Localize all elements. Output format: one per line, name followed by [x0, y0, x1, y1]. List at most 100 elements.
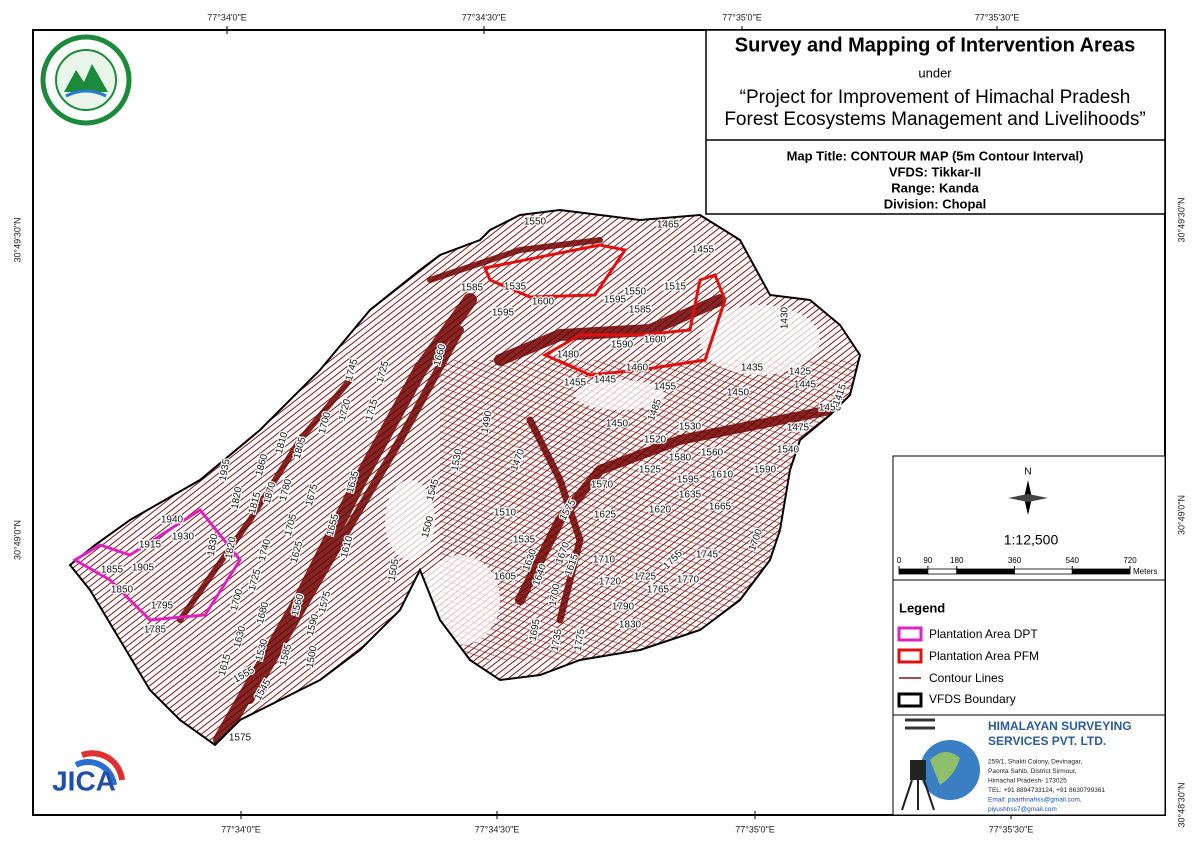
scale-tick-label: 720 — [1123, 556, 1137, 565]
contour-label: 1915 — [139, 540, 162, 551]
graticule-label: 77°34'30"E — [462, 12, 507, 22]
contour-label: 1625 — [594, 510, 617, 521]
graticule-label: 77°34'0"E — [207, 12, 247, 22]
contour-label: 1465 — [657, 220, 680, 231]
plantation-dpt — [72, 508, 242, 622]
contour-label: 1590 — [611, 340, 634, 351]
contour-label: 1530 — [679, 422, 702, 433]
contour-label: 1775 — [573, 628, 588, 652]
contour-label: 1455 — [819, 403, 842, 414]
contour-label: 1525 — [639, 465, 662, 476]
contour-label: 1850 — [111, 585, 134, 596]
company-name: HIMALAYAN SURVEYING — [988, 719, 1132, 733]
legend-item: Plantation Area DPT — [929, 627, 1038, 641]
contour-label: 1610 — [711, 470, 734, 481]
vfds: VFDS: Tikkar-II — [889, 164, 981, 179]
graticule-label: 30°49'0"N — [12, 520, 22, 560]
contour-label: 1480 — [557, 350, 580, 361]
contour-label: 1550 — [524, 217, 547, 228]
contour-label: 1635 — [679, 490, 702, 501]
graticule-label: 77°35'30"E — [975, 12, 1020, 22]
contour-label: 1590 — [754, 465, 777, 476]
address-line: Himachal Pradesh- 173025 — [988, 778, 1067, 785]
contour-label: 1930 — [172, 532, 195, 543]
contour-label: 1765 — [647, 585, 670, 596]
contour-label: 1535 — [513, 535, 536, 546]
address-line: TEL: +91 8894733124, +91 8630799361 — [988, 787, 1105, 794]
contour-label: 1445 — [794, 380, 817, 391]
contour-label: 1820 — [230, 486, 245, 510]
graticule-label: 77°34'0"E — [221, 824, 261, 834]
contour-label: 1785 — [144, 625, 167, 636]
contour-label: 1460 — [626, 363, 649, 374]
company-address: 259/1, Shakti Colony, Devinagar, Paonta S… — [988, 759, 1105, 814]
division: Division: Chopal — [884, 196, 987, 211]
contour-label: 1595 — [604, 295, 627, 306]
address-line: 259/1, Shakti Colony, Devinagar, — [988, 759, 1082, 766]
address-line: piyushhss7@gmail.com — [988, 806, 1057, 813]
contour-label: 1585 — [629, 305, 652, 316]
contour-label: 1830 — [206, 533, 221, 557]
contour-label: 1450 — [727, 388, 750, 399]
contour-label: 1425 — [789, 367, 812, 378]
graticule-label: 77°35'0"E — [735, 824, 775, 834]
contour-label: 1580 — [669, 453, 692, 464]
legend-swatch — [897, 626, 923, 642]
project-line: “Project for Improvement of Himachal Pra… — [740, 87, 1131, 108]
contour-label: 1550 — [624, 287, 647, 298]
contour-label: 1490 — [480, 410, 495, 434]
graticule-label: 30°49'0"N — [1176, 495, 1186, 535]
contour-label: 1855 — [101, 565, 124, 576]
scale-unit: Meters — [1133, 567, 1157, 576]
contour-label: 1595 — [677, 475, 700, 486]
contour-label: 1665 — [709, 502, 732, 513]
contour-label: 1710 — [593, 555, 616, 566]
contour-label: 1515 — [664, 282, 687, 293]
contour-label: 1790 — [612, 602, 635, 613]
contour-label: 1940 — [161, 515, 184, 526]
title-block — [705, 29, 1166, 215]
scale-segment — [956, 568, 1015, 575]
contour-label: 1770 — [677, 575, 700, 586]
graticule-label: 77°35'0"E — [722, 12, 762, 22]
contour-label: 1500 — [305, 645, 320, 669]
scale-tick-label: 360 — [1008, 556, 1022, 565]
contour-label: 1600 — [644, 335, 667, 346]
north-arrow: N — [1008, 467, 1048, 515]
legend-swatch — [897, 692, 923, 708]
contour-label: 1455 — [654, 382, 677, 393]
address-line: Email: paarthnahss@gmail.com, — [988, 797, 1082, 804]
under: under — [918, 65, 952, 80]
contour-label: 1520 — [644, 435, 667, 446]
scale-tick-label: 180 — [950, 556, 964, 565]
graticule-label: 30°49'30"N — [1176, 197, 1186, 242]
scale-tick-label: 90 — [923, 556, 932, 565]
project-line: Forest Ecosystems Management and Livelih… — [724, 109, 1145, 130]
contour-label: 1455 — [692, 245, 715, 256]
contour-label: 1905 — [132, 563, 155, 574]
forest-dept-logo — [40, 34, 132, 126]
contour-label: 1560 — [701, 448, 724, 459]
company-name: SERVICES PVT. LTD. — [988, 734, 1106, 748]
contour-label: 1530 — [450, 448, 465, 472]
contour-label: 1435 — [741, 363, 764, 374]
contour-label: 1605 — [494, 572, 517, 583]
contour-label: 1620 — [649, 505, 672, 516]
heading: Survey and Mapping of Intervention Areas — [735, 34, 1135, 56]
graticule-label: 30°48'30"N — [1176, 782, 1186, 827]
contour-label: 1595 — [492, 308, 515, 319]
contour-label: 1570 — [591, 480, 614, 491]
north-label: N — [1024, 467, 1031, 478]
scale-segment — [898, 568, 929, 575]
range: Range: Kanda — [891, 180, 979, 195]
plantation-pfm — [482, 243, 628, 299]
graticule-label: 30°49'30"N — [12, 217, 22, 262]
contour-label: 1725 — [634, 572, 657, 583]
plantation-pfm — [541, 273, 727, 377]
address-line: Paonta Sahib, District Sirmour, — [988, 768, 1077, 775]
graticule-labels: 77°34'0"E 77°34'30"E 77°35'0"E 77°35'30"E 77… — [12, 12, 1186, 834]
legend-title: Legend — [899, 600, 945, 615]
scale-segment — [1071, 568, 1131, 575]
